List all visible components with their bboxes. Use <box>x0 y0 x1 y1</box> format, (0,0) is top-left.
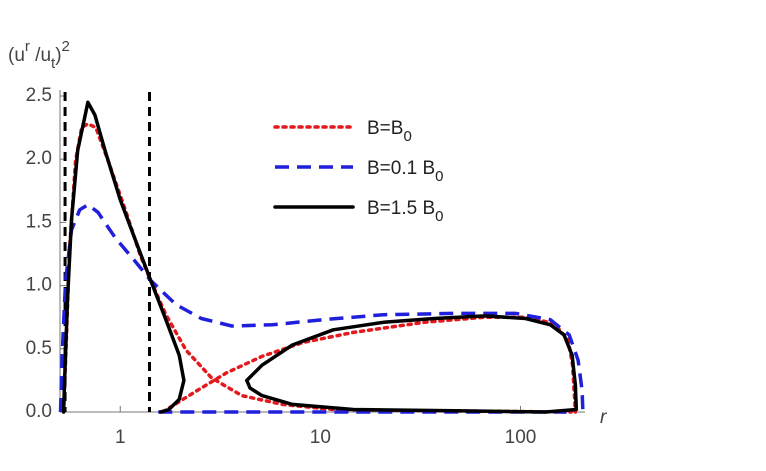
y-tick-label: 0.5 <box>26 338 52 359</box>
y-tick-label: 0.0 <box>26 401 52 422</box>
legend-label: B=1.5 B0​ <box>367 198 443 225</box>
plot-area <box>58 92 585 414</box>
y-tick-label: 1.5 <box>26 211 52 232</box>
legend-label: B=0.1 B0​ <box>367 158 443 185</box>
legend-label: B=B0​ <box>367 118 412 145</box>
y-tick-label: 1.0 <box>26 275 52 296</box>
x-tick-label: 10 <box>310 427 331 448</box>
x-axis-label: r <box>600 407 607 428</box>
y-tick-label: 2.0 <box>26 148 52 169</box>
y-axis-label: (ur​ /ut​)2​ <box>8 38 70 72</box>
x-tick-label: 100 <box>505 427 537 448</box>
series-line <box>58 202 585 414</box>
series-line <box>61 100 579 414</box>
x-tick-label: 1 <box>115 427 126 448</box>
y-tick-label: 2.5 <box>26 85 52 106</box>
